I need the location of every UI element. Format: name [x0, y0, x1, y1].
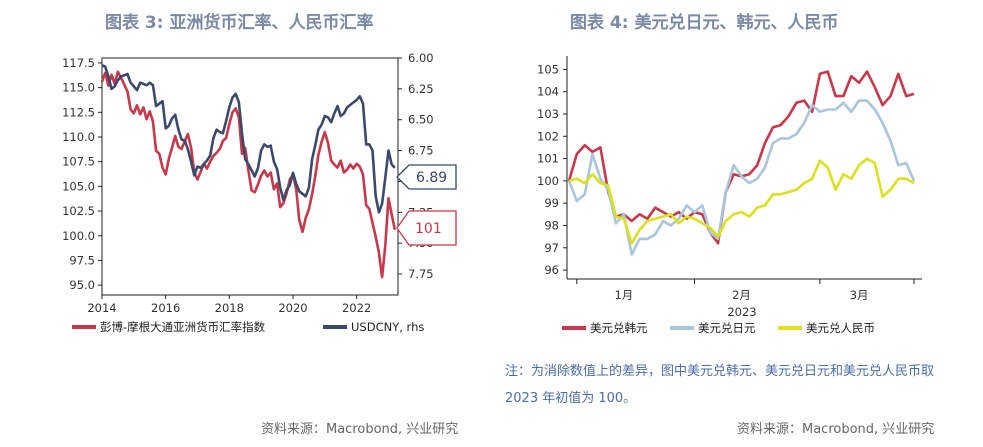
right-chart-y-tick-label: 100 [537, 174, 559, 188]
left-y-tick-label: 107.5 [62, 155, 95, 169]
right-series-group [567, 70, 916, 256]
callout-asia-index-label: 101 [415, 221, 442, 237]
left-y-tick-label: 95.0 [69, 278, 95, 292]
right-chart-title: 图表 4: 美元兑日元、韩元、人民币 [570, 13, 839, 33]
right-tick-group: 105 104 103 102 101 100 99 98 97 96 1月 2月 3月 2023 [537, 62, 915, 319]
left-x-tick-label: 2020 [278, 301, 307, 315]
right-chart-y-tick-label: 101 [537, 152, 559, 166]
left-y-tick-label: 110.0 [62, 130, 95, 144]
callout-usdcny-label: 6.89 [416, 170, 447, 186]
right-chart-y-tick-label: 97 [544, 241, 559, 255]
left-y-tick-label: 105.0 [62, 179, 95, 193]
legend-label-cny: 美元兑人民币 [806, 321, 875, 335]
right-chart-year-label: 2023 [727, 305, 756, 319]
right-chart-y-tick-label: 102 [537, 129, 559, 143]
source-left: 资料来源：Macrobond, 兴业研究 [261, 422, 459, 437]
right-axis-tick-label: 6.75 [408, 144, 434, 158]
right-axis-tick-label: 6.50 [408, 113, 434, 127]
left-y-tick-label: 102.5 [62, 204, 95, 218]
right-chart-y-tick-label: 96 [544, 263, 559, 277]
legend-label-krw: 美元兑韩元 [590, 321, 648, 335]
chart-note: 注：为消除数值上的差异，图中美元兑韩元、美元兑日元和美元兑人民币取 2023 年… [505, 364, 935, 406]
left-y-tick-label: 100.0 [62, 229, 95, 243]
left-legend: 彭博-摩根大通亚洲货币汇率指数 USDCNY, rhs [72, 320, 424, 334]
right-chart-y-tick-label: 103 [537, 107, 559, 121]
right-chart-x-tick-label: 2月 [732, 288, 751, 302]
left-y-tick-label: 112.5 [62, 105, 95, 119]
right-chart-y-tick-label: 105 [537, 62, 559, 76]
right-chart-y-tick-label: 99 [544, 196, 559, 210]
right-axis-tick-label: 6.25 [408, 82, 434, 96]
left-chart-title: 图表 3: 亚洲货币汇率、人民币汇率 [105, 13, 374, 33]
right-axis-tick-label: 7.75 [408, 267, 434, 281]
left-tick-group: 117.5 115.0 112.5 110.0 107.5 105.0 102.5 100.0… [62, 51, 434, 315]
right-chart-x-tick-label: 3月 [850, 288, 869, 302]
left-x-tick-label: 2022 [342, 301, 371, 315]
right-axis-tick-label: 6.00 [408, 51, 434, 65]
right-chart-x-tick-label: 1月 [614, 288, 633, 302]
callout-asia-index: 101 [396, 210, 457, 246]
series-line-usdcny [101, 64, 396, 214]
left-y-tick-label: 97.5 [69, 253, 95, 267]
series-line-asia-index [100, 70, 397, 279]
source-right: 资料来源：Macrobond, 兴业研究 [737, 422, 935, 437]
left-y-tick-label: 117.5 [62, 56, 95, 70]
left-y-tick-label: 115.0 [62, 81, 95, 95]
left-x-tick-label: 2016 [151, 301, 180, 315]
right-chart-y-tick-label: 104 [537, 85, 559, 99]
series-line-cny [568, 157, 915, 245]
legend-label-jpy: 美元兑日元 [698, 321, 756, 335]
legend-label-usdcny: USDCNY, rhs [351, 320, 424, 334]
legend-label-asia-index: 彭博-摩根大通亚洲货币汇率指数 [100, 320, 266, 334]
right-chart-y-tick-label: 98 [544, 218, 559, 232]
left-x-tick-label: 2014 [87, 301, 116, 315]
series-line-jpy [567, 99, 916, 256]
left-x-tick-label: 2018 [215, 301, 244, 315]
callout-usdcny: 6.89 [396, 164, 457, 190]
left-series-group [100, 64, 397, 279]
right-legend: 美元兑韩元 美元兑日元 美元兑人民币 [562, 321, 875, 335]
